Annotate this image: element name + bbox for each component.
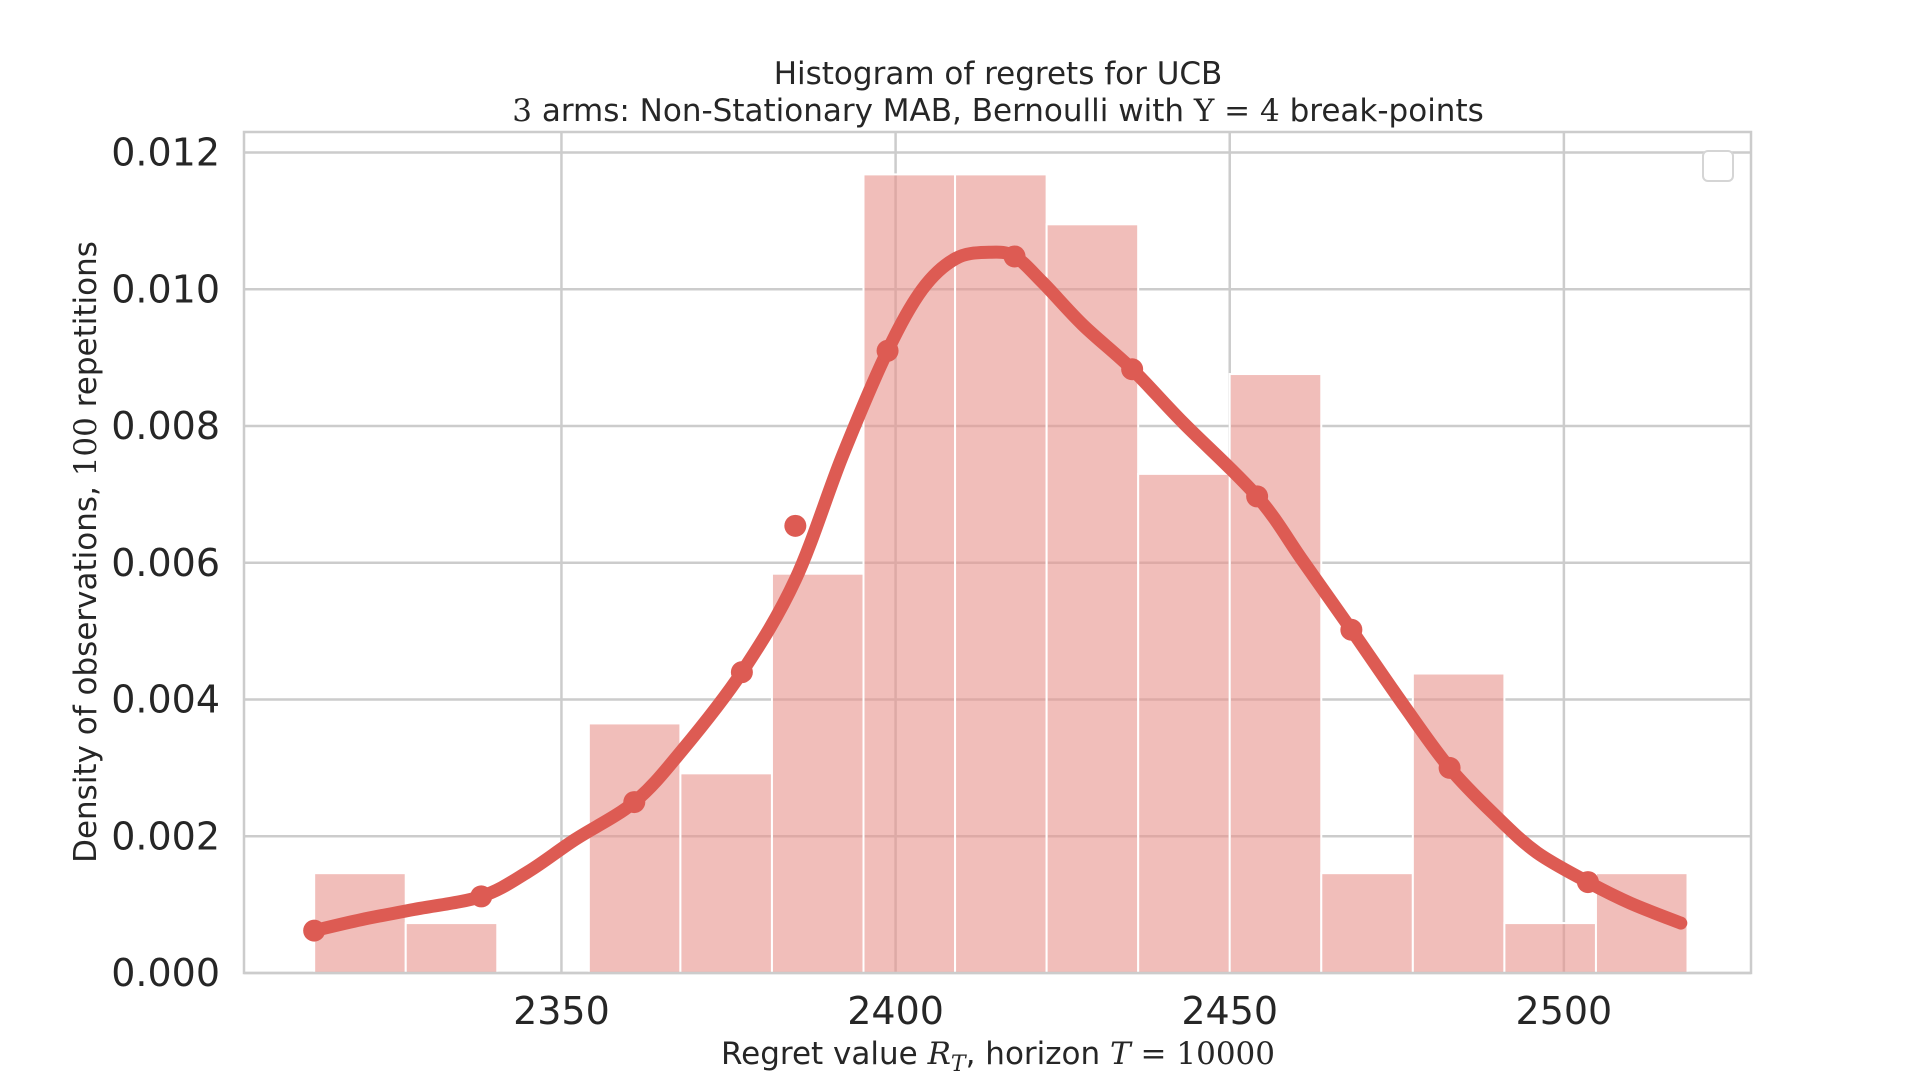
kde-marker [1340,618,1363,641]
legend-box [1702,150,1734,182]
kde-marker [470,885,493,908]
chart-subtitle: 3 arms: Non-Stationary MAB, Bernoulli wi… [512,93,1484,129]
chart-title: Histogram of regrets for UCB [774,56,1223,92]
ylabel-n: 100 [68,417,104,476]
plot-frame [242,130,1753,975]
y-tick-label: 0.000 [111,951,220,995]
kde-marker [303,919,326,942]
ylabel-prefix: Density of observations, [68,476,104,863]
y-tick-labels: 0.000 0.002 0.004 0.006 0.008 0.010 0.012 [111,131,220,995]
histogram-bar [404,922,499,974]
kde-marker [784,514,807,537]
kde-marker [1576,871,1599,894]
histogram-bars [313,173,1689,975]
y-axis-label: Density of observations, 100 repetitions [68,241,104,863]
kde-marker [876,339,899,362]
subtitle-text-a: arms: Non-Stationary MAB, Bernoulli with [532,93,1194,129]
x-axis-label: Regret value RT, horizon T = 10000 [721,1036,1275,1077]
y-tick-label: 0.006 [111,541,220,585]
subtitle-text-b: break-points [1280,93,1484,129]
subtitle-n-breakpoints: 4 [1260,93,1280,129]
x-tick-labels: 2350 2400 2450 2500 [513,989,1612,1033]
y-tick-label: 0.010 [111,267,220,311]
histogram-bar [1228,373,1323,975]
subtitle-n-arms: 3 [512,93,532,129]
x-tick-label: 2350 [513,989,610,1033]
kde-marker [730,661,753,684]
histogram-bar [1045,223,1140,974]
xlabel-horizon: 10000 [1176,1036,1275,1072]
kde-marker [623,791,646,814]
subtitle-equals: = [1214,93,1260,129]
x-tick-label: 2500 [1516,989,1613,1033]
kde-marker [1438,756,1461,779]
kde-marker [1246,485,1269,508]
xlabel-T: T [1110,1036,1133,1072]
y-tick-label: 0.002 [111,814,220,858]
x-tick-label: 2450 [1181,989,1278,1033]
kde-marker [1003,245,1026,268]
histogram-bar [1411,672,1506,975]
y-tick-label: 0.008 [111,404,220,448]
histogram-bar [1503,922,1597,974]
xlabel-prefix: Regret value [721,1036,928,1072]
xlabel-middle: , horizon [966,1036,1110,1072]
histogram-bar [954,173,1048,975]
histogram-bar [1320,872,1414,975]
xlabel-sub: T [951,1052,968,1077]
y-tick-label: 0.012 [111,131,220,175]
xlabel-var: R [927,1036,951,1072]
kde-marker [1121,358,1144,381]
x-tick-label: 2400 [847,989,944,1033]
y-tick-label: 0.004 [111,678,220,722]
xlabel-equals: = [1131,1036,1177,1072]
histogram-bar [1137,472,1231,974]
kde-markers [303,245,1599,942]
histogram-bar [862,173,957,975]
ylabel-suffix: repetitions [68,241,104,417]
histogram-bar [770,572,865,974]
subtitle-upsilon: Υ [1193,93,1215,129]
histogram-bar [679,772,773,974]
